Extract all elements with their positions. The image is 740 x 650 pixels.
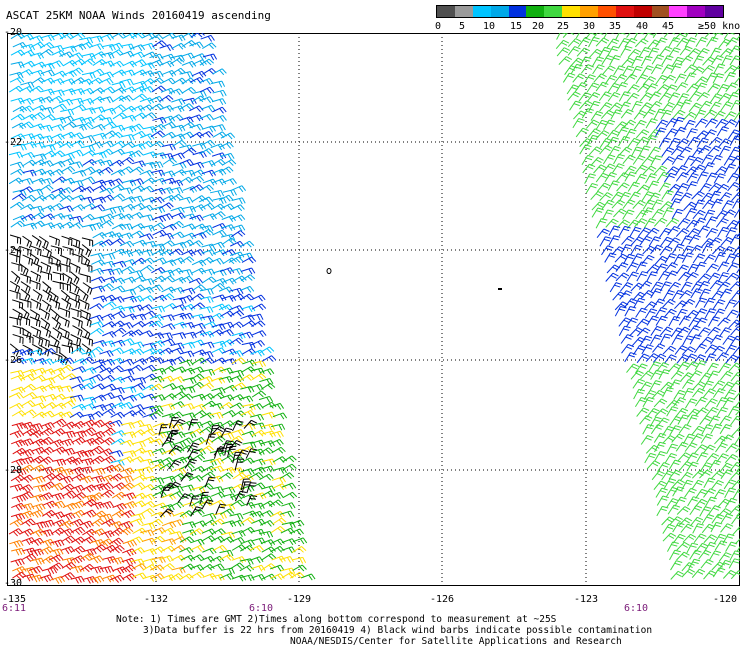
scale-swatch xyxy=(597,6,616,17)
lat-label-28: -28 xyxy=(4,465,23,476)
lon-label-126: -126 xyxy=(429,594,455,605)
left-swath-barbs xyxy=(8,33,316,584)
scale-label: ≥50 knots xyxy=(698,21,740,32)
scale-swatch xyxy=(544,6,563,17)
note-line-1: Note: 1) Times are GMT 2)Times along bot… xyxy=(116,614,557,625)
right-swath-barbs xyxy=(555,33,740,580)
scale-label: 40 xyxy=(635,21,649,32)
lon-label-135: -135 xyxy=(1,594,27,605)
scale-swatch xyxy=(437,6,455,17)
footnotes: Note: 1) Times are GMT 2)Times along bot… xyxy=(0,614,740,647)
scale-label: 5 xyxy=(458,21,466,32)
wind-speed-scale: 0 5 10 15 20 25 30 35 40 45 ≥50 knots xyxy=(435,5,740,35)
lat-label-22: -22 xyxy=(4,137,23,148)
scale-label: 20 xyxy=(531,21,545,32)
time-label-middle: 6:10 xyxy=(249,603,274,614)
scale-label: 25 xyxy=(556,21,570,32)
scale-label: 35 xyxy=(608,21,622,32)
lon-label-132: -132 xyxy=(143,594,169,605)
scale-bar xyxy=(436,5,724,18)
scale-label: 15 xyxy=(509,21,523,32)
island-marker xyxy=(326,268,332,274)
lat-label-24: -24 xyxy=(4,245,23,256)
chart-title: ASCAT 25KM NOAA Winds 20160419 ascending xyxy=(6,9,271,22)
time-label-right: 6:10 xyxy=(624,603,649,614)
scale-swatch xyxy=(633,6,652,17)
scale-swatch xyxy=(687,6,706,17)
lat-label-30: -30 xyxy=(4,578,23,589)
note-line-3: NOAA/NESDIS/Center for Satellite Applica… xyxy=(290,636,622,647)
scale-label: 0 xyxy=(434,21,442,32)
scale-swatch xyxy=(490,6,509,17)
wind-map xyxy=(7,33,740,586)
contamination-barbs xyxy=(158,417,258,518)
lat-label-20: -20 xyxy=(4,27,23,38)
note-line-2: 3)Data buffer is 22 hrs from 20160419 4)… xyxy=(143,625,653,636)
lat-label-26: -26 xyxy=(4,355,23,366)
map-canvas xyxy=(7,33,740,586)
scale-swatch xyxy=(580,6,598,17)
time-label-left: 6:11 xyxy=(2,603,27,614)
scale-labels: 0 5 10 15 20 25 30 35 40 45 ≥50 knots xyxy=(434,21,740,33)
lon-label-120: -120 xyxy=(712,594,738,605)
scale-swatch xyxy=(562,6,580,17)
scale-swatch xyxy=(615,6,634,17)
scale-swatch xyxy=(651,6,670,17)
lon-label-123: -123 xyxy=(573,594,599,605)
scale-swatch xyxy=(669,6,688,17)
lon-label-129: -129 xyxy=(286,594,312,605)
scale-swatch xyxy=(472,6,491,17)
scale-swatch xyxy=(454,6,473,17)
scale-swatch xyxy=(508,6,527,17)
scale-swatch xyxy=(705,6,723,17)
scale-label: 45 xyxy=(661,21,675,32)
scale-label: 30 xyxy=(582,21,596,32)
scale-swatch xyxy=(526,6,545,17)
scale-label: 10 xyxy=(482,21,496,32)
